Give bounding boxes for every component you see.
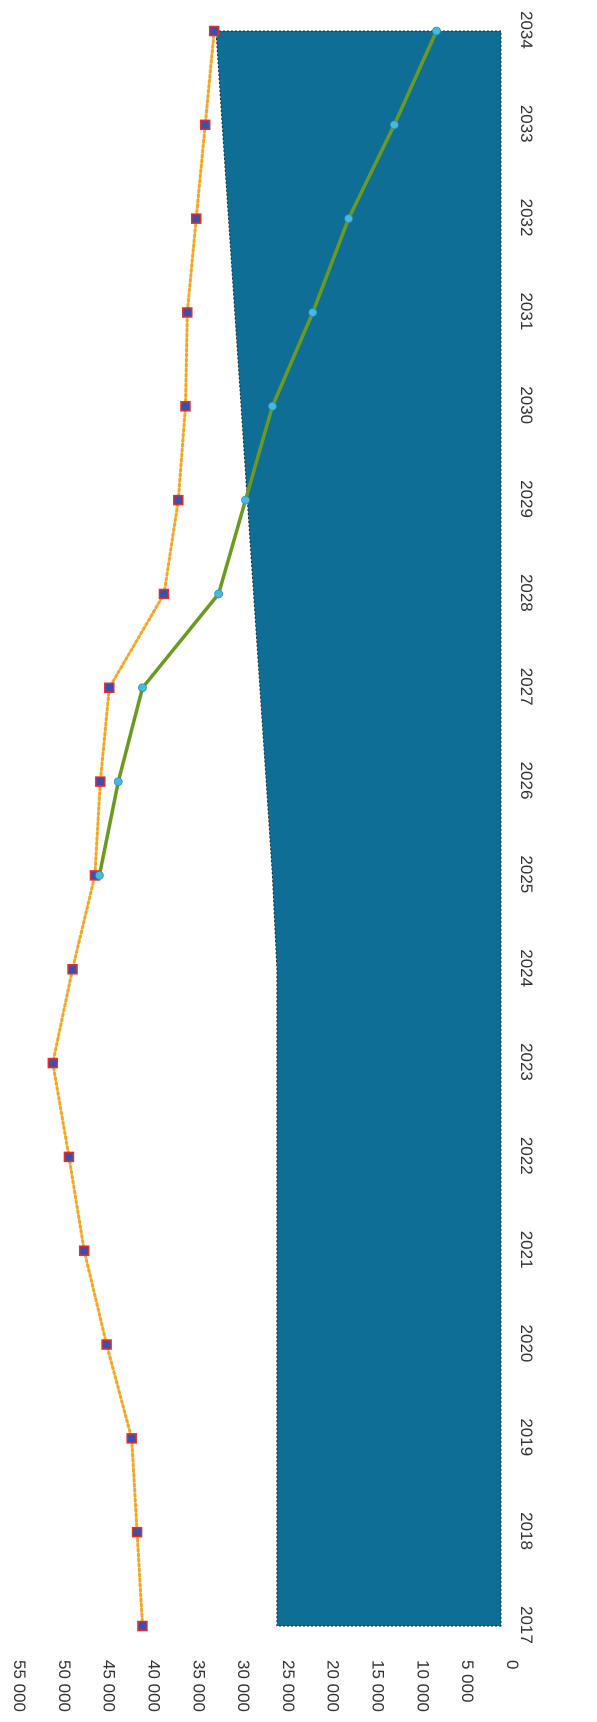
green-series-line bbox=[97, 30, 439, 876]
orange-series-point bbox=[131, 1526, 143, 1538]
green-series-point bbox=[113, 777, 123, 786]
orange-series-point bbox=[104, 682, 115, 694]
y-axis-ticks: 0 5 000 10 000 15 000 20 000 25 000 30 000 35 0… bbox=[10, 1660, 522, 1712]
y-tick-label: 15 000 bbox=[369, 1660, 388, 1712]
x-axis-ticks: 2017 2018 2019 2020 2021 2022 2023 2024 2025 2026… bbox=[517, 11, 536, 1644]
y-tick-label: 55 000 bbox=[10, 1660, 29, 1712]
y-tick-label: 50 000 bbox=[55, 1660, 74, 1712]
x-tick-label: 2017 bbox=[517, 1606, 536, 1644]
area-series-fill bbox=[215, 30, 502, 1627]
x-tick-label: 2025 bbox=[517, 855, 536, 893]
orange-series-point bbox=[173, 494, 184, 506]
orange-series-point bbox=[101, 1339, 112, 1350]
y-tick-label: 25 000 bbox=[279, 1660, 298, 1712]
orange-series-point bbox=[137, 1620, 148, 1632]
green-series-point bbox=[344, 214, 354, 224]
y-tick-label: 20 000 bbox=[324, 1660, 343, 1712]
orange-series-point bbox=[180, 401, 191, 412]
line-series bbox=[51, 29, 439, 1628]
x-tick-label: 2022 bbox=[517, 1137, 536, 1175]
x-tick-label: 2028 bbox=[517, 574, 536, 612]
green-series-point bbox=[268, 401, 277, 411]
y-tick-label: 0 bbox=[503, 1660, 522, 1669]
orange-series-point bbox=[67, 963, 78, 975]
green-series-point bbox=[241, 495, 250, 505]
green-series-point bbox=[389, 120, 399, 130]
x-tick-label: 2033 bbox=[517, 105, 536, 143]
green-series-point bbox=[95, 871, 104, 880]
x-tick-label: 2027 bbox=[517, 668, 536, 706]
y-tick-label: 10 000 bbox=[413, 1660, 432, 1712]
orange-series-point bbox=[63, 1151, 75, 1163]
y-tick-label: 30 000 bbox=[234, 1660, 253, 1712]
orange-series-point bbox=[199, 119, 211, 131]
orange-series-point bbox=[182, 307, 193, 318]
x-tick-label: 2020 bbox=[517, 1325, 536, 1363]
orange-series-point bbox=[158, 588, 170, 600]
orange-series-point bbox=[47, 1057, 59, 1069]
y-tick-label: 5 000 bbox=[458, 1660, 477, 1703]
green-series-point bbox=[432, 26, 441, 36]
x-tick-label: 2021 bbox=[517, 1231, 536, 1269]
green-series-point bbox=[308, 308, 318, 317]
area-series bbox=[215, 30, 502, 1627]
x-tick-label: 2032 bbox=[517, 199, 536, 237]
orange-series-line bbox=[51, 29, 216, 1628]
x-tick-label: 2024 bbox=[517, 949, 536, 987]
x-tick-label: 2034 bbox=[517, 11, 536, 49]
orange-series-point bbox=[190, 213, 202, 224]
x-tick-label: 2018 bbox=[517, 1512, 536, 1550]
orange-series-point bbox=[95, 776, 106, 787]
x-tick-label: 2026 bbox=[517, 762, 536, 800]
green-series-point bbox=[214, 589, 224, 599]
green-series-point bbox=[138, 683, 147, 693]
x-tick-label: 2019 bbox=[517, 1418, 536, 1456]
y-tick-label: 35 000 bbox=[189, 1660, 208, 1712]
orange-series-point bbox=[78, 1245, 90, 1256]
y-tick-label: 40 000 bbox=[144, 1660, 163, 1712]
orange-series-point bbox=[208, 25, 220, 37]
x-tick-label: 2030 bbox=[517, 386, 536, 424]
y-tick-label: 45 000 bbox=[100, 1660, 119, 1712]
series-markers bbox=[47, 25, 441, 1632]
x-tick-label: 2023 bbox=[517, 1043, 536, 1081]
x-tick-label: 2031 bbox=[517, 292, 536, 330]
orange-series-point bbox=[126, 1433, 137, 1444]
x-tick-label: 2029 bbox=[517, 480, 536, 518]
